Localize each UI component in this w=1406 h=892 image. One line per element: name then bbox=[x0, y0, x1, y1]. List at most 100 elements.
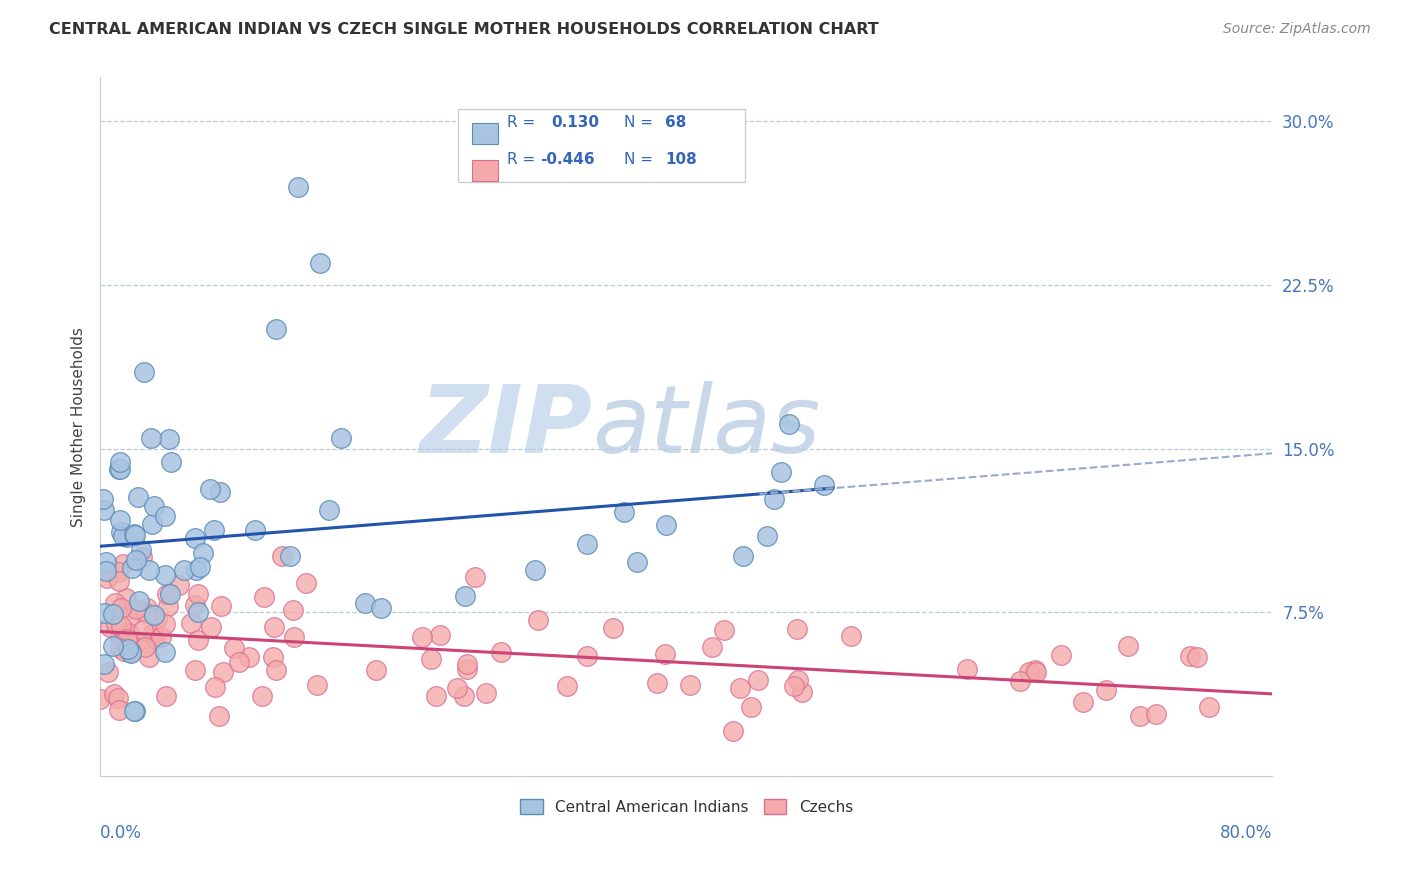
Point bbox=[786, 622, 808, 636]
Point bbox=[103, 687, 125, 701]
Point bbox=[813, 478, 835, 492]
Point bbox=[419, 652, 441, 666]
Point bbox=[763, 492, 786, 507]
Point bbox=[271, 549, 294, 563]
Point bbox=[143, 607, 166, 622]
Point bbox=[200, 483, 222, 497]
Point bbox=[110, 630, 132, 644]
Point bbox=[1144, 707, 1167, 722]
Point bbox=[104, 596, 127, 610]
Point bbox=[208, 484, 231, 499]
Point bbox=[769, 465, 792, 479]
Text: 68: 68 bbox=[665, 115, 686, 130]
Point bbox=[250, 689, 273, 703]
Point bbox=[264, 321, 287, 335]
Point bbox=[526, 613, 548, 627]
Point bbox=[124, 527, 146, 541]
Point bbox=[120, 646, 142, 660]
Point bbox=[107, 565, 129, 579]
Text: 108: 108 bbox=[665, 152, 697, 167]
Point bbox=[654, 648, 676, 662]
Point bbox=[132, 365, 155, 379]
Point bbox=[187, 587, 209, 601]
Point bbox=[287, 179, 309, 194]
Point bbox=[238, 649, 260, 664]
Point bbox=[124, 526, 146, 541]
Point bbox=[118, 625, 141, 640]
Point bbox=[93, 492, 115, 507]
Point bbox=[107, 690, 129, 705]
Point bbox=[108, 513, 131, 527]
Point bbox=[366, 663, 388, 677]
Point bbox=[575, 648, 598, 663]
Point bbox=[112, 529, 135, 543]
Point bbox=[93, 606, 115, 620]
Point bbox=[188, 560, 211, 574]
Point bbox=[721, 723, 744, 738]
Point bbox=[141, 626, 163, 640]
Y-axis label: Single Mother Households: Single Mother Households bbox=[72, 326, 86, 526]
Point bbox=[456, 662, 478, 676]
Point bbox=[143, 631, 166, 645]
Point bbox=[204, 680, 226, 694]
Point bbox=[786, 673, 808, 687]
FancyBboxPatch shape bbox=[472, 161, 498, 181]
Point bbox=[700, 640, 723, 655]
Text: -0.446: -0.446 bbox=[540, 152, 595, 167]
Point bbox=[1008, 673, 1031, 688]
Point bbox=[228, 656, 250, 670]
Point bbox=[253, 590, 276, 604]
Point bbox=[112, 643, 135, 657]
Legend: Central American Indians, Czechs: Central American Indians, Czechs bbox=[513, 793, 859, 821]
Point bbox=[94, 564, 117, 578]
Point bbox=[110, 640, 132, 655]
Point bbox=[464, 570, 486, 584]
Point bbox=[108, 462, 131, 476]
Point bbox=[167, 577, 190, 591]
Point bbox=[330, 431, 353, 445]
Point bbox=[131, 549, 153, 564]
Point bbox=[295, 576, 318, 591]
Point bbox=[1129, 709, 1152, 723]
Point bbox=[262, 649, 284, 664]
Point bbox=[180, 615, 202, 630]
Point bbox=[124, 601, 146, 615]
Point bbox=[474, 686, 496, 700]
Point bbox=[575, 536, 598, 550]
Point bbox=[184, 663, 207, 677]
Point bbox=[115, 591, 138, 605]
Point bbox=[602, 621, 624, 635]
Point bbox=[160, 455, 183, 469]
Point bbox=[243, 523, 266, 537]
Point bbox=[155, 645, 177, 659]
Point bbox=[1094, 682, 1116, 697]
Point bbox=[124, 704, 146, 718]
Text: N =: N = bbox=[624, 115, 654, 130]
FancyBboxPatch shape bbox=[472, 123, 498, 145]
Point bbox=[156, 587, 179, 601]
Point bbox=[613, 505, 636, 519]
Text: R =: R = bbox=[508, 152, 536, 167]
Point bbox=[125, 553, 148, 567]
Point bbox=[728, 681, 751, 696]
Point bbox=[1185, 649, 1208, 664]
Point bbox=[209, 599, 232, 614]
Point bbox=[655, 517, 678, 532]
Point bbox=[212, 665, 235, 680]
Point bbox=[264, 663, 287, 677]
Point bbox=[110, 524, 132, 539]
Text: 0.0%: 0.0% bbox=[100, 824, 142, 842]
Point bbox=[93, 657, 115, 671]
Text: atlas: atlas bbox=[592, 381, 821, 472]
Point bbox=[156, 599, 179, 614]
Point bbox=[187, 606, 209, 620]
Point bbox=[283, 630, 305, 644]
Point bbox=[778, 417, 800, 432]
Point bbox=[647, 676, 669, 690]
Point bbox=[309, 256, 332, 270]
Point bbox=[173, 563, 195, 577]
Point bbox=[453, 689, 475, 703]
Point bbox=[155, 568, 177, 582]
Point bbox=[183, 531, 205, 545]
Point bbox=[89, 692, 111, 706]
